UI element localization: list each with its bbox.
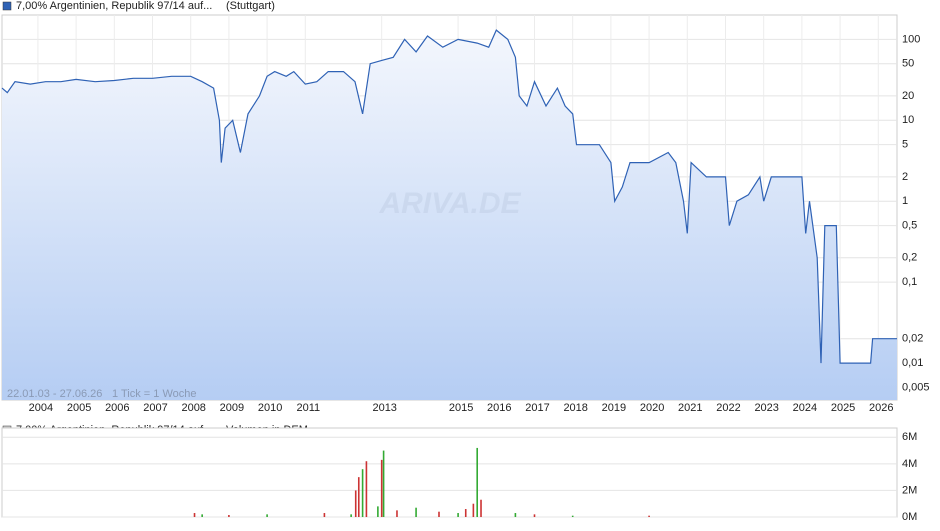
volume-bar (361, 469, 364, 517)
y-tick-label: 5 (902, 139, 908, 151)
volume-bar (476, 447, 478, 517)
y-tick-label: 0,1 (902, 276, 917, 288)
x-tick-label: 2023 (754, 402, 778, 414)
volume-bar (514, 513, 517, 517)
y-tick-label: 0,01 (902, 357, 923, 369)
volume-bar (193, 513, 196, 517)
x-tick-label: 2009 (220, 402, 244, 414)
x-tick-label: 2019 (602, 402, 626, 414)
x-tick-label: 2011 (296, 402, 320, 414)
y-tick-label: 50 (902, 58, 914, 70)
x-tick-label: 2018 (563, 402, 587, 414)
x-tick-label: 2006 (105, 402, 129, 414)
x-tick-label: 2008 (181, 402, 205, 414)
y-tick-label: 0,02 (902, 333, 923, 345)
volume-bar (382, 450, 385, 517)
tick-note: 1 Tick = 1 Woche (112, 388, 196, 400)
y-tick-label: 4M (902, 458, 917, 470)
y-tick-label: 20 (902, 90, 914, 102)
range-label: 22.01.03 - 27.06.26 (7, 388, 102, 400)
x-tick-label: 2022 (716, 402, 740, 414)
volume-bar (438, 511, 440, 517)
x-tick-label: 2021 (678, 402, 702, 414)
exchange: (Stuttgart) (226, 0, 275, 12)
x-tick-label: 2013 (372, 402, 396, 414)
x-tick-label: 2005 (67, 402, 91, 414)
y-tick-label: 2M (902, 484, 917, 496)
y-tick-label: 0,2 (902, 252, 917, 264)
volume-bar (377, 506, 379, 517)
chart-title: 7,00% Argentinien, Republik 97/14 auf... (16, 0, 212, 12)
x-tick-label: 2004 (29, 402, 53, 414)
x-tick-label: 2026 (869, 402, 893, 414)
volume-bar (266, 514, 268, 517)
y-tick-label: 0,005 (902, 381, 930, 393)
x-tick-label: 2025 (831, 402, 855, 414)
volume-bar (457, 513, 459, 517)
x-tick-label: 2024 (793, 402, 817, 414)
volume-bar (380, 459, 383, 517)
volume-bar (480, 499, 482, 517)
volume-bar (415, 507, 417, 517)
y-tick-label: 2 (902, 171, 908, 183)
x-tick-label: 2020 (640, 402, 664, 414)
volume-bar (464, 509, 467, 517)
x-tick-label: 2017 (525, 402, 549, 414)
x-tick-label: 2015 (449, 402, 473, 414)
volume-bar (354, 490, 357, 517)
watermark: ARIVA.DE (378, 187, 521, 220)
y-tick-label: 1 (902, 195, 908, 207)
plot-area (1, 427, 898, 518)
price-line (1, 29, 897, 364)
y-tick-label: 0,5 (902, 220, 917, 232)
volume-bar (396, 510, 398, 517)
y-tick-label: 10 (902, 114, 914, 126)
x-tick-label: 2007 (143, 402, 167, 414)
volume-bar (323, 513, 326, 517)
x-tick-label: 2016 (487, 402, 511, 414)
volume-bar (201, 514, 203, 517)
y-tick-label: 6M (902, 431, 917, 443)
legend-swatch (2, 1, 12, 11)
volume-bar (648, 515, 650, 517)
volume-bar (350, 514, 352, 517)
volume-bar (228, 515, 230, 517)
volume-bar (365, 461, 368, 517)
y-tick-label: 0M (902, 511, 917, 523)
volume-bar (357, 477, 360, 517)
volume-bar (533, 514, 536, 517)
area (2, 30, 897, 400)
y-tick-label: 100 (902, 33, 920, 45)
volume-bar (472, 503, 475, 517)
volume-bar (571, 515, 574, 517)
x-tick-label: 2010 (258, 402, 282, 414)
